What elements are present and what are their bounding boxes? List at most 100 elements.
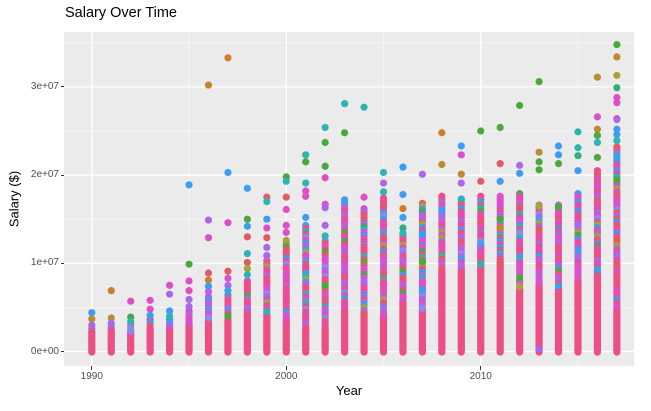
data-point (243, 258, 251, 267)
x-tick-label: 2000 (275, 371, 298, 382)
data-point (302, 179, 310, 187)
data-point (477, 177, 485, 185)
y-tick-label: 2e+07 (30, 169, 59, 181)
data-point (613, 71, 621, 80)
data-point (204, 81, 213, 89)
data-point (418, 170, 426, 178)
data-point (341, 100, 349, 108)
data-point (496, 123, 504, 132)
data-point (263, 224, 271, 232)
data-point (263, 197, 271, 206)
data-point (321, 138, 329, 147)
data-point (282, 221, 290, 229)
data-point (204, 234, 213, 242)
data-point (496, 224, 504, 232)
data-point (321, 123, 329, 132)
data-point (165, 281, 174, 289)
data-point (224, 168, 232, 177)
data-point (88, 321, 96, 329)
data-point (613, 84, 621, 92)
data-point (574, 128, 582, 136)
data-point (399, 190, 407, 199)
data-point (204, 269, 213, 277)
data-point (399, 229, 407, 237)
data-point (146, 296, 154, 304)
data-point (457, 142, 465, 150)
data-point (165, 307, 174, 315)
data-point (302, 158, 310, 166)
data-point (399, 224, 407, 232)
data-point (341, 196, 349, 204)
data-point (360, 103, 368, 111)
data-point (613, 137, 621, 145)
data-point (185, 295, 193, 304)
data-point (496, 160, 504, 168)
data-point (282, 228, 290, 237)
data-point (243, 215, 251, 223)
data-point (263, 251, 271, 259)
data-point (185, 181, 193, 189)
data-point (127, 297, 135, 305)
data-point (224, 281, 232, 289)
data-point (516, 204, 524, 212)
data-point (263, 215, 271, 223)
data-point (554, 203, 563, 211)
data-point (243, 249, 251, 258)
data-point (399, 213, 407, 222)
x-axis-label: Year (335, 383, 363, 398)
data-point (243, 222, 251, 230)
data-point (185, 260, 193, 268)
data-point (88, 315, 96, 323)
data-point (399, 205, 407, 213)
data-point (418, 286, 426, 294)
data-point (243, 271, 251, 279)
data-point (379, 179, 388, 187)
data-point (418, 257, 426, 266)
data-point (613, 93, 621, 102)
y-tick-label: 0e+00 (30, 345, 59, 357)
data-point (399, 163, 407, 171)
data-point (477, 246, 485, 254)
data-point (554, 142, 563, 150)
data-point (613, 130, 621, 139)
data-point (302, 151, 310, 159)
data-point (146, 311, 154, 319)
data-point (263, 243, 271, 252)
data-point (321, 174, 329, 182)
data-point (418, 212, 426, 221)
y-tick-mark (61, 86, 64, 88)
data-point (438, 206, 446, 214)
data-point (457, 179, 465, 187)
data-point (418, 230, 426, 238)
data-point (107, 319, 115, 327)
data-point (574, 246, 582, 254)
data-point (282, 205, 290, 214)
data-point (204, 287, 213, 296)
data-point (185, 287, 193, 295)
data-point (516, 161, 524, 169)
data-point (379, 168, 388, 177)
data-point (535, 345, 543, 353)
x-tick-label: 1990 (80, 371, 103, 382)
x-tick-mark (91, 366, 93, 370)
data-point (574, 152, 582, 160)
data-point (613, 53, 621, 61)
x-tick-mark (480, 366, 482, 370)
data-point (593, 73, 602, 81)
data-point (360, 193, 368, 201)
y-tick-label: 1e+07 (30, 257, 59, 269)
data-point (165, 290, 174, 298)
y-tick-mark (61, 262, 64, 264)
data-point (535, 148, 543, 156)
data-point (302, 213, 310, 222)
data-point (224, 219, 232, 227)
data-point (613, 40, 621, 49)
data-point (204, 282, 213, 290)
data-point (535, 158, 543, 166)
data-point (535, 166, 543, 174)
data-point (243, 264, 251, 273)
data-point (341, 129, 349, 137)
data-point (613, 115, 621, 124)
data-point (282, 177, 290, 185)
data-point (224, 267, 232, 275)
